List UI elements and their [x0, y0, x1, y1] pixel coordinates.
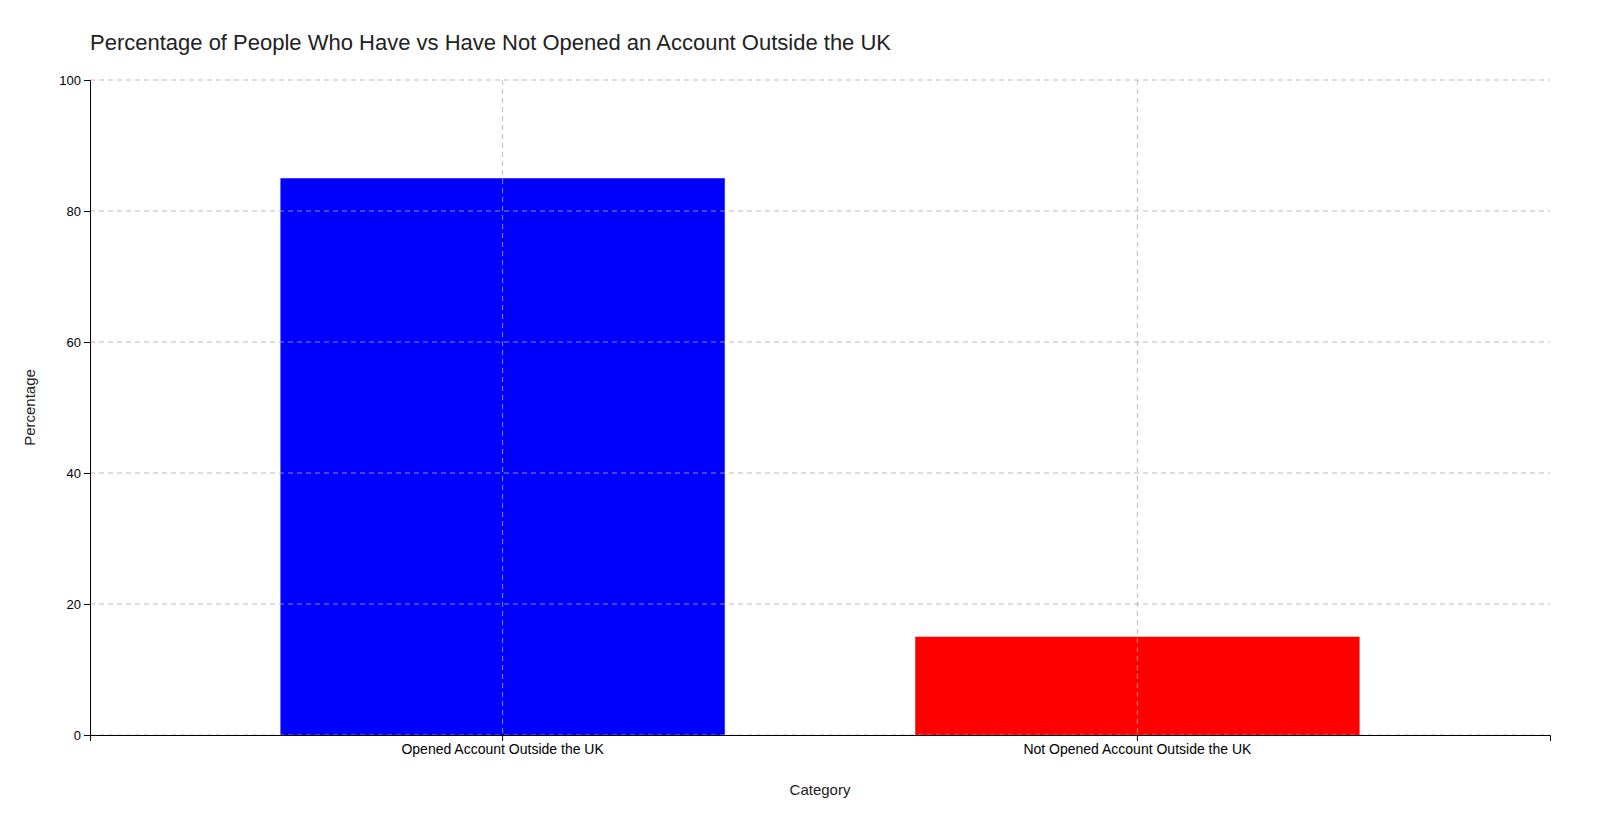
x-axis: Opened Account Outside the UK Not Opened … — [91, 735, 1551, 757]
tick-mark — [84, 342, 90, 343]
tick-label: Not Opened Account Outside the UK — [1023, 741, 1252, 757]
tick-mark — [84, 735, 90, 736]
grid-line — [90, 604, 1550, 605]
tick: 20 — [67, 597, 90, 612]
tick: 100 — [59, 73, 90, 88]
axis-line — [91, 736, 1551, 742]
axis-line — [84, 81, 91, 736]
tick-label: Opened Account Outside the UK — [401, 741, 604, 757]
tick-mark — [84, 211, 90, 212]
grid-line — [90, 80, 1550, 81]
grid-line — [90, 211, 1550, 212]
tick: 60 — [67, 335, 90, 350]
bars — [280, 178, 1359, 735]
tick: 80 — [67, 204, 90, 219]
title: Percentage of People Who Have vs Have No… — [90, 30, 891, 55]
tick-mark — [84, 80, 90, 81]
tick-label: 100 — [59, 73, 81, 88]
grid-line — [502, 80, 503, 735]
tick-label: 80 — [67, 204, 81, 219]
y-axis-title: Percentage — [21, 369, 38, 446]
tick-mark — [84, 604, 90, 605]
y-axis: 0 20 40 60 80 100 — [59, 73, 90, 743]
tick: Not Opened Account Outside the UK — [1023, 735, 1252, 757]
tick: Opened Account Outside the UK — [401, 735, 604, 757]
plot: Opened Account Outside the UK Not Opened … — [59, 73, 1550, 757]
grid-line — [90, 473, 1550, 474]
tick: 40 — [67, 466, 90, 481]
grid-line — [1137, 80, 1138, 735]
tick-label: 40 — [67, 466, 81, 481]
tick-label: 0 — [74, 728, 81, 743]
tick-label: 60 — [67, 335, 81, 350]
tick-label: 20 — [67, 597, 81, 612]
grid — [90, 80, 1550, 735]
x-axis-title: Category — [790, 781, 851, 798]
tick-mark — [84, 473, 90, 474]
tick: 0 — [74, 728, 90, 743]
chart: Opened Account Outside the UK Not Opened … — [0, 0, 1600, 825]
grid-line — [90, 342, 1550, 343]
